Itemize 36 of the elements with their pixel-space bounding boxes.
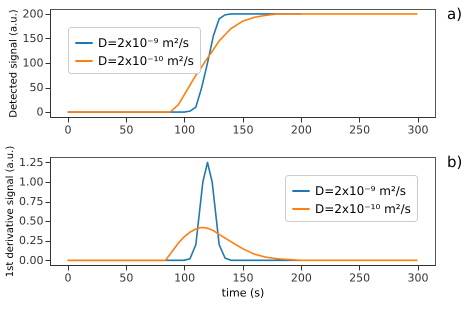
x-tick-label: 150: [232, 272, 254, 284]
x-tick-label: 300: [408, 124, 428, 136]
y-tick-label: 0.75: [19, 195, 44, 208]
x-tick-label: 0: [64, 272, 72, 284]
y-tick-label: 1.00: [19, 176, 44, 189]
x-tick-label: 0: [64, 124, 72, 136]
legend-label: D=2x10⁻¹⁰ m²/s: [315, 202, 411, 216]
text: a): [447, 5, 462, 23]
y-tick-label: 0.00: [19, 254, 44, 267]
line-series: [66, 226, 418, 262]
y-axis-title: Detected signal (a.u.): [8, 9, 20, 118]
x-tick-label: 50: [119, 124, 134, 136]
x-tick-label: 200: [290, 124, 312, 136]
y-tick-label: 200: [22, 7, 44, 20]
x-tick-label: 100: [174, 272, 196, 284]
x-tick-label: 300: [408, 272, 428, 284]
x-tick-label: 250: [349, 124, 370, 136]
y-tick-label: 1.25: [19, 156, 44, 169]
legend-label: D=2x10⁻⁹ m²/s: [98, 36, 190, 50]
x-tick-label: 100: [174, 124, 196, 136]
legend-label: D=2x10⁻⁹ m²/s: [315, 184, 406, 198]
y-tick-label: 150: [22, 32, 44, 45]
x-tick-label: 50: [119, 272, 134, 284]
text: b): [447, 153, 462, 171]
y-tick-label: 0.25: [19, 234, 44, 248]
x-tick-label: 150: [232, 124, 254, 136]
y-axis-title: 1st derivative signal (a.u.): [5, 146, 16, 278]
y-tick-label: 100: [22, 56, 44, 70]
x-tick-label: 250: [349, 272, 370, 284]
legend-label: D=2x10⁻¹⁰ m²/s: [98, 54, 194, 68]
y-tick-label: 0: [36, 106, 44, 119]
line-series: [66, 13, 418, 113]
x-axis-title: time (s): [222, 286, 264, 300]
y-tick-label: 0.50: [19, 214, 44, 228]
y-tick-label: 50: [30, 81, 44, 94]
x-tick-label: 200: [290, 272, 312, 284]
